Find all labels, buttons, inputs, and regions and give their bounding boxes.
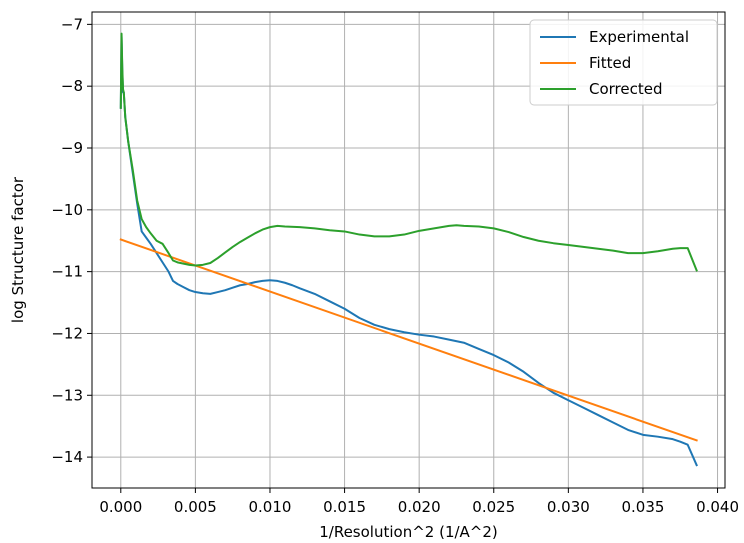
legend-label: Experimental — [589, 28, 689, 46]
y-tick-label: −8 — [61, 77, 83, 95]
legend: Experimental Fitted Corrected — [529, 19, 718, 106]
x-tick-label: 0.025 — [472, 498, 515, 516]
x-tick-label: 0.015 — [323, 498, 366, 516]
x-tick-label: 0.010 — [249, 498, 292, 516]
y-axis-label: log Structure factor — [9, 176, 27, 323]
series-line-fitted — [119, 238, 698, 442]
plot-frame — [91, 11, 726, 489]
legend-label: Fitted — [589, 54, 631, 72]
x-tick-label: 0.020 — [398, 498, 441, 516]
y-tick-label: −10 — [51, 201, 83, 219]
x-tick-label: 0.000 — [99, 498, 142, 516]
legend-label: Corrected — [589, 80, 663, 98]
y-tick-label: −11 — [51, 263, 83, 281]
series-line-experimental — [119, 35, 698, 467]
y-tick-label: −14 — [51, 448, 83, 466]
series-line-corrected — [119, 32, 698, 272]
x-tick-label: 0.035 — [621, 498, 664, 516]
y-tick-label: −13 — [51, 386, 83, 404]
legend-box — [529, 19, 718, 106]
series-layer — [119, 32, 698, 467]
y-tick-label: −7 — [61, 15, 83, 33]
y-tick-label: −12 — [51, 324, 83, 342]
x-tick-label: 0.030 — [547, 498, 590, 516]
x-tick-label: 0.005 — [174, 498, 217, 516]
x-axis-label: 1/Resolution^2 (1/A^2) — [319, 523, 498, 541]
x-tick-label: 0.040 — [696, 498, 739, 516]
y-tick-label: −9 — [61, 139, 83, 157]
ticks: 0.000 0.005 0.010 0.015 0.020 0.025 0.030 0.035… — [51, 15, 739, 516]
